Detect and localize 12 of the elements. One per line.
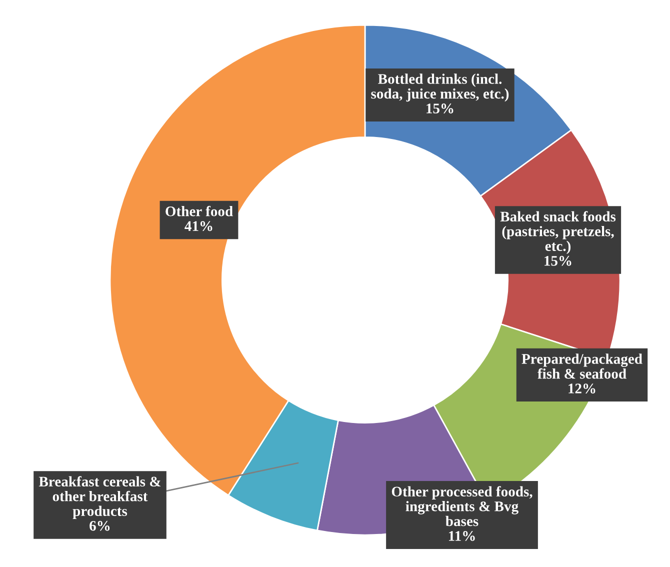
data-label: 11% <box>448 531 475 541</box>
slice-label: Other food <box>166 206 233 216</box>
slice-label: Other processed foods, ingredients & Bvg bases <box>392 486 532 526</box>
slice-label: Breakfast cereals & other breakfast products <box>38 476 161 519</box>
slice-label: Prepared/packaged fish & seafood <box>522 354 642 379</box>
data-label: 15% <box>426 104 454 114</box>
data-label: 12% <box>568 384 596 394</box>
slice-label: Baked snack foods (pastries, pretzels, etc.) <box>500 211 616 254</box>
data-label: 15% <box>544 256 572 266</box>
slice-label: Bottled drinks (incl. soda, juice mixes, etc.) <box>371 74 509 102</box>
data-label: 6% <box>90 520 110 531</box>
data-label: 41% <box>184 221 212 232</box>
